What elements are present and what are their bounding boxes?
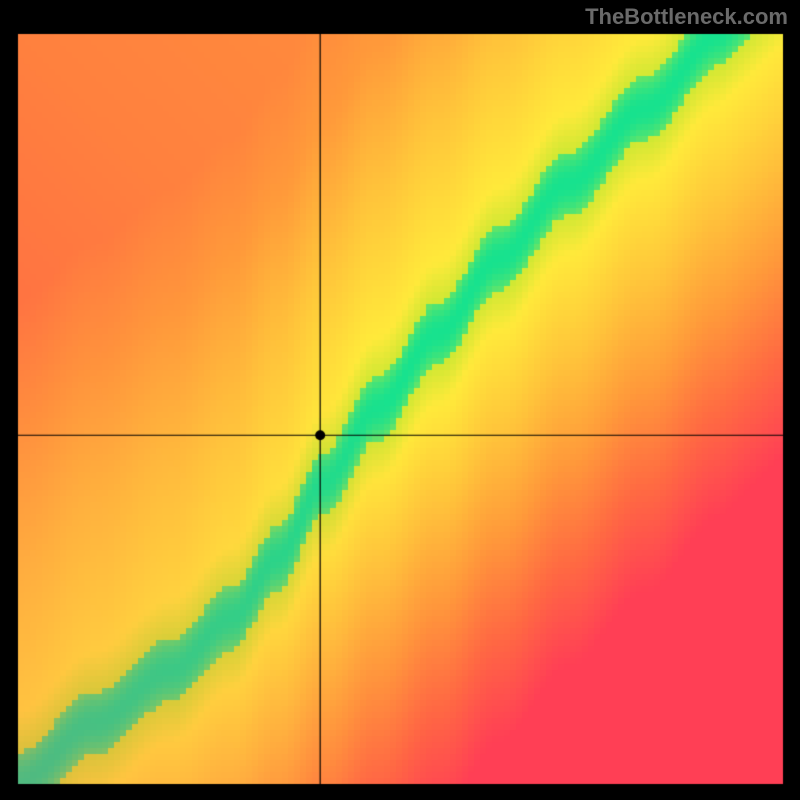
watermark-text: TheBottleneck.com xyxy=(585,4,788,30)
heatmap-canvas xyxy=(0,0,800,800)
chart-container: TheBottleneck.com xyxy=(0,0,800,800)
